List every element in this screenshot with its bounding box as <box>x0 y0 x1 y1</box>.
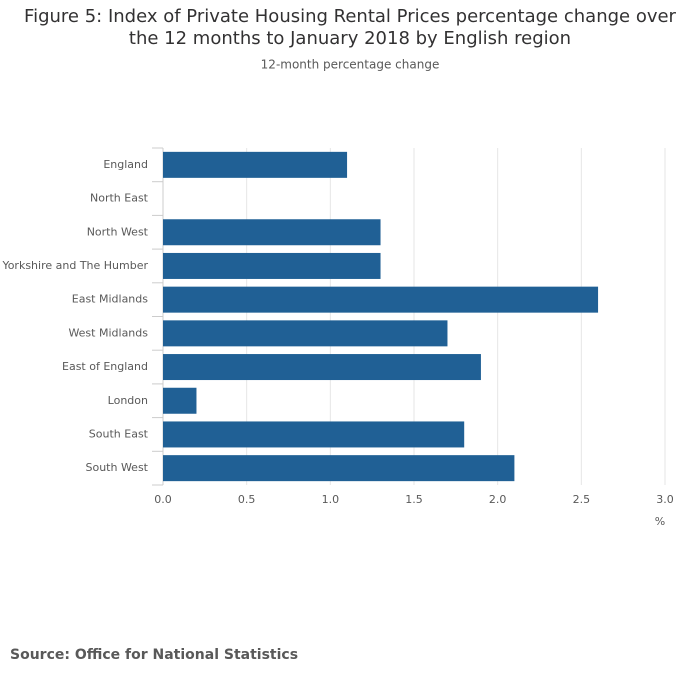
bar <box>163 455 515 482</box>
bar <box>163 219 381 246</box>
x-tick-label: 0.5 <box>238 493 256 506</box>
bar <box>163 354 481 381</box>
x-axis-label: % <box>655 515 665 528</box>
y-tick-label: South West <box>85 461 148 474</box>
x-tick-label: 2.5 <box>573 493 591 506</box>
x-tick-label: 1.5 <box>405 493 423 506</box>
bar <box>163 387 197 414</box>
bar <box>163 151 348 178</box>
y-tick-label: North East <box>90 192 149 205</box>
y-tick-label: England <box>103 158 148 171</box>
x-tick-label: 1.0 <box>322 493 340 506</box>
x-tick-label: 0.0 <box>154 493 172 506</box>
source: Source: Office for National Statistics <box>10 647 298 663</box>
bar <box>163 320 448 347</box>
chart-title: Figure 5: Index of Private Housing Renta… <box>24 6 676 49</box>
chart-subtitle: 12-month percentage change <box>261 58 440 72</box>
x-tick-label: 2.0 <box>489 493 507 506</box>
bar <box>163 421 465 448</box>
y-tick-label: South East <box>89 427 149 440</box>
y-tick-label: London <box>108 394 148 407</box>
bar <box>163 286 599 313</box>
y-tick-label: North West <box>87 225 149 238</box>
y-tick-label: East Midlands <box>72 293 149 306</box>
y-tick-label: East of England <box>62 360 148 373</box>
x-tick-label: 3.0 <box>656 493 674 506</box>
y-tick-label: West Midlands <box>68 326 148 339</box>
y-tick-label: Yorkshire and The Humber <box>1 259 148 272</box>
bar <box>163 252 381 279</box>
